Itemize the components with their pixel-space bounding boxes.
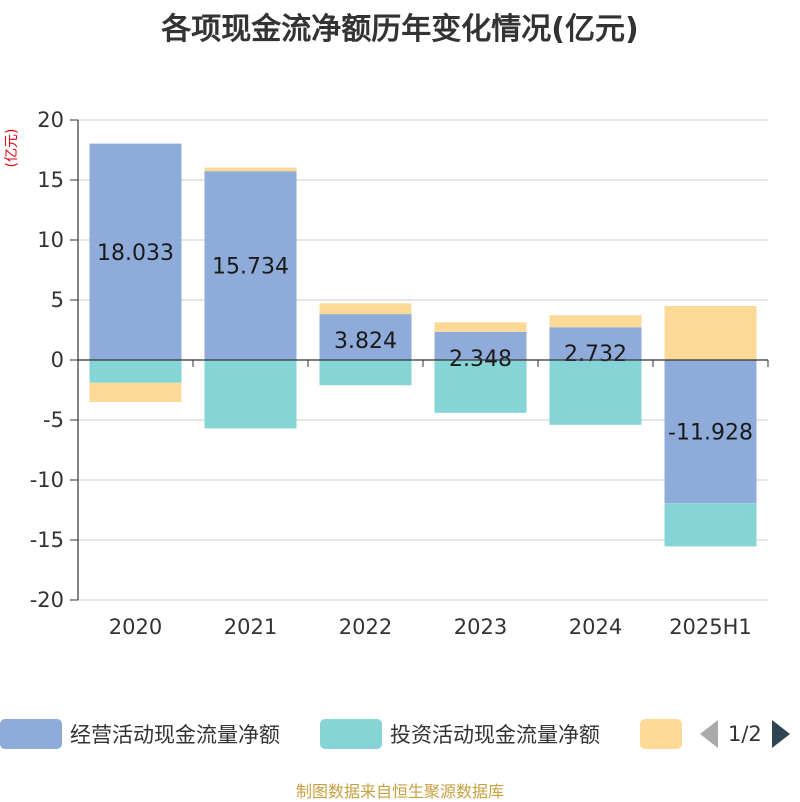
bar-2023-series-1	[434, 360, 527, 413]
data-label-2020: 18.033	[97, 241, 174, 266]
legend-item-investing[interactable]: 投资活动现金流量净额	[320, 716, 600, 752]
legend-swatch-investing	[320, 719, 382, 749]
bar-2022-series-0	[319, 314, 412, 360]
data-label-2023: 2.348	[449, 347, 512, 372]
legend-item-third[interactable]	[640, 716, 682, 752]
data-label-2025H1: -11.928	[668, 421, 753, 446]
chart-title: 各项现金流净额历年变化情况(亿元)	[161, 12, 639, 47]
bar-2020-series-1	[89, 360, 182, 383]
x-tick-label-2022: 2022	[339, 615, 392, 639]
bar-2021-series-0	[204, 171, 297, 360]
bar-2025H1-series-1	[664, 503, 757, 547]
bar-2022-series-1	[319, 360, 412, 386]
data-label-2022: 3.824	[334, 329, 397, 354]
legend-label-investing: 投资活动现金流量净额	[390, 723, 600, 747]
y-tick-label: 10	[37, 228, 64, 252]
x-tick-label-2024: 2024	[569, 615, 622, 639]
bar-2021-series-2	[204, 167, 297, 172]
legend-pager: 1/2	[700, 716, 790, 752]
legend: 经营活动现金流量净额 投资活动现金流量净额 1/2	[0, 716, 800, 756]
y-axis-unit-label: (亿元)	[4, 129, 20, 168]
legend-swatch-third	[640, 719, 682, 749]
y-tick-label: 0	[51, 348, 64, 372]
x-tick-label-2020: 2020	[109, 615, 162, 639]
x-tick-label-2025H1: 2025H1	[669, 615, 752, 639]
bar-2021-series-1	[204, 360, 297, 429]
pager-prev-icon[interactable]	[700, 720, 718, 748]
legend-swatch-operating	[0, 719, 62, 749]
y-tick-label: 5	[51, 288, 64, 312]
y-tick-label: -20	[30, 588, 64, 612]
bar-2020-series-0	[89, 143, 182, 360]
legend-item-operating[interactable]: 经营活动现金流量净额	[0, 716, 280, 752]
bar-2025H1-series-0	[664, 360, 757, 504]
pager-text: 1/2	[728, 722, 762, 746]
y-tick-label: 15	[37, 168, 64, 192]
y-tick-label: -10	[30, 468, 64, 492]
bar-2024-series-0	[549, 327, 642, 360]
y-tick-label: -15	[30, 528, 64, 552]
source-note: 制图数据来自恒生聚源数据库	[295, 782, 504, 801]
y-tick-label: -5	[43, 408, 64, 432]
bar-2020-series-2	[89, 382, 182, 402]
pager-next-icon[interactable]	[771, 720, 790, 748]
x-tick-label-2023: 2023	[454, 615, 507, 639]
x-tick-label-2021: 2021	[224, 615, 277, 639]
bar-2023-series-2	[434, 322, 527, 332]
bar-2023-series-0	[434, 331, 527, 360]
data-label-2021: 15.734	[212, 255, 289, 280]
bar-2024-series-1	[549, 360, 642, 425]
data-label-2024: 2.732	[564, 342, 627, 367]
bar-2025H1-series-2	[664, 306, 757, 360]
bar-2022-series-2	[319, 303, 412, 315]
legend-label-operating: 经营活动现金流量净额	[70, 723, 280, 747]
y-tick-label: 20	[37, 108, 64, 132]
bar-2024-series-2	[549, 315, 642, 328]
